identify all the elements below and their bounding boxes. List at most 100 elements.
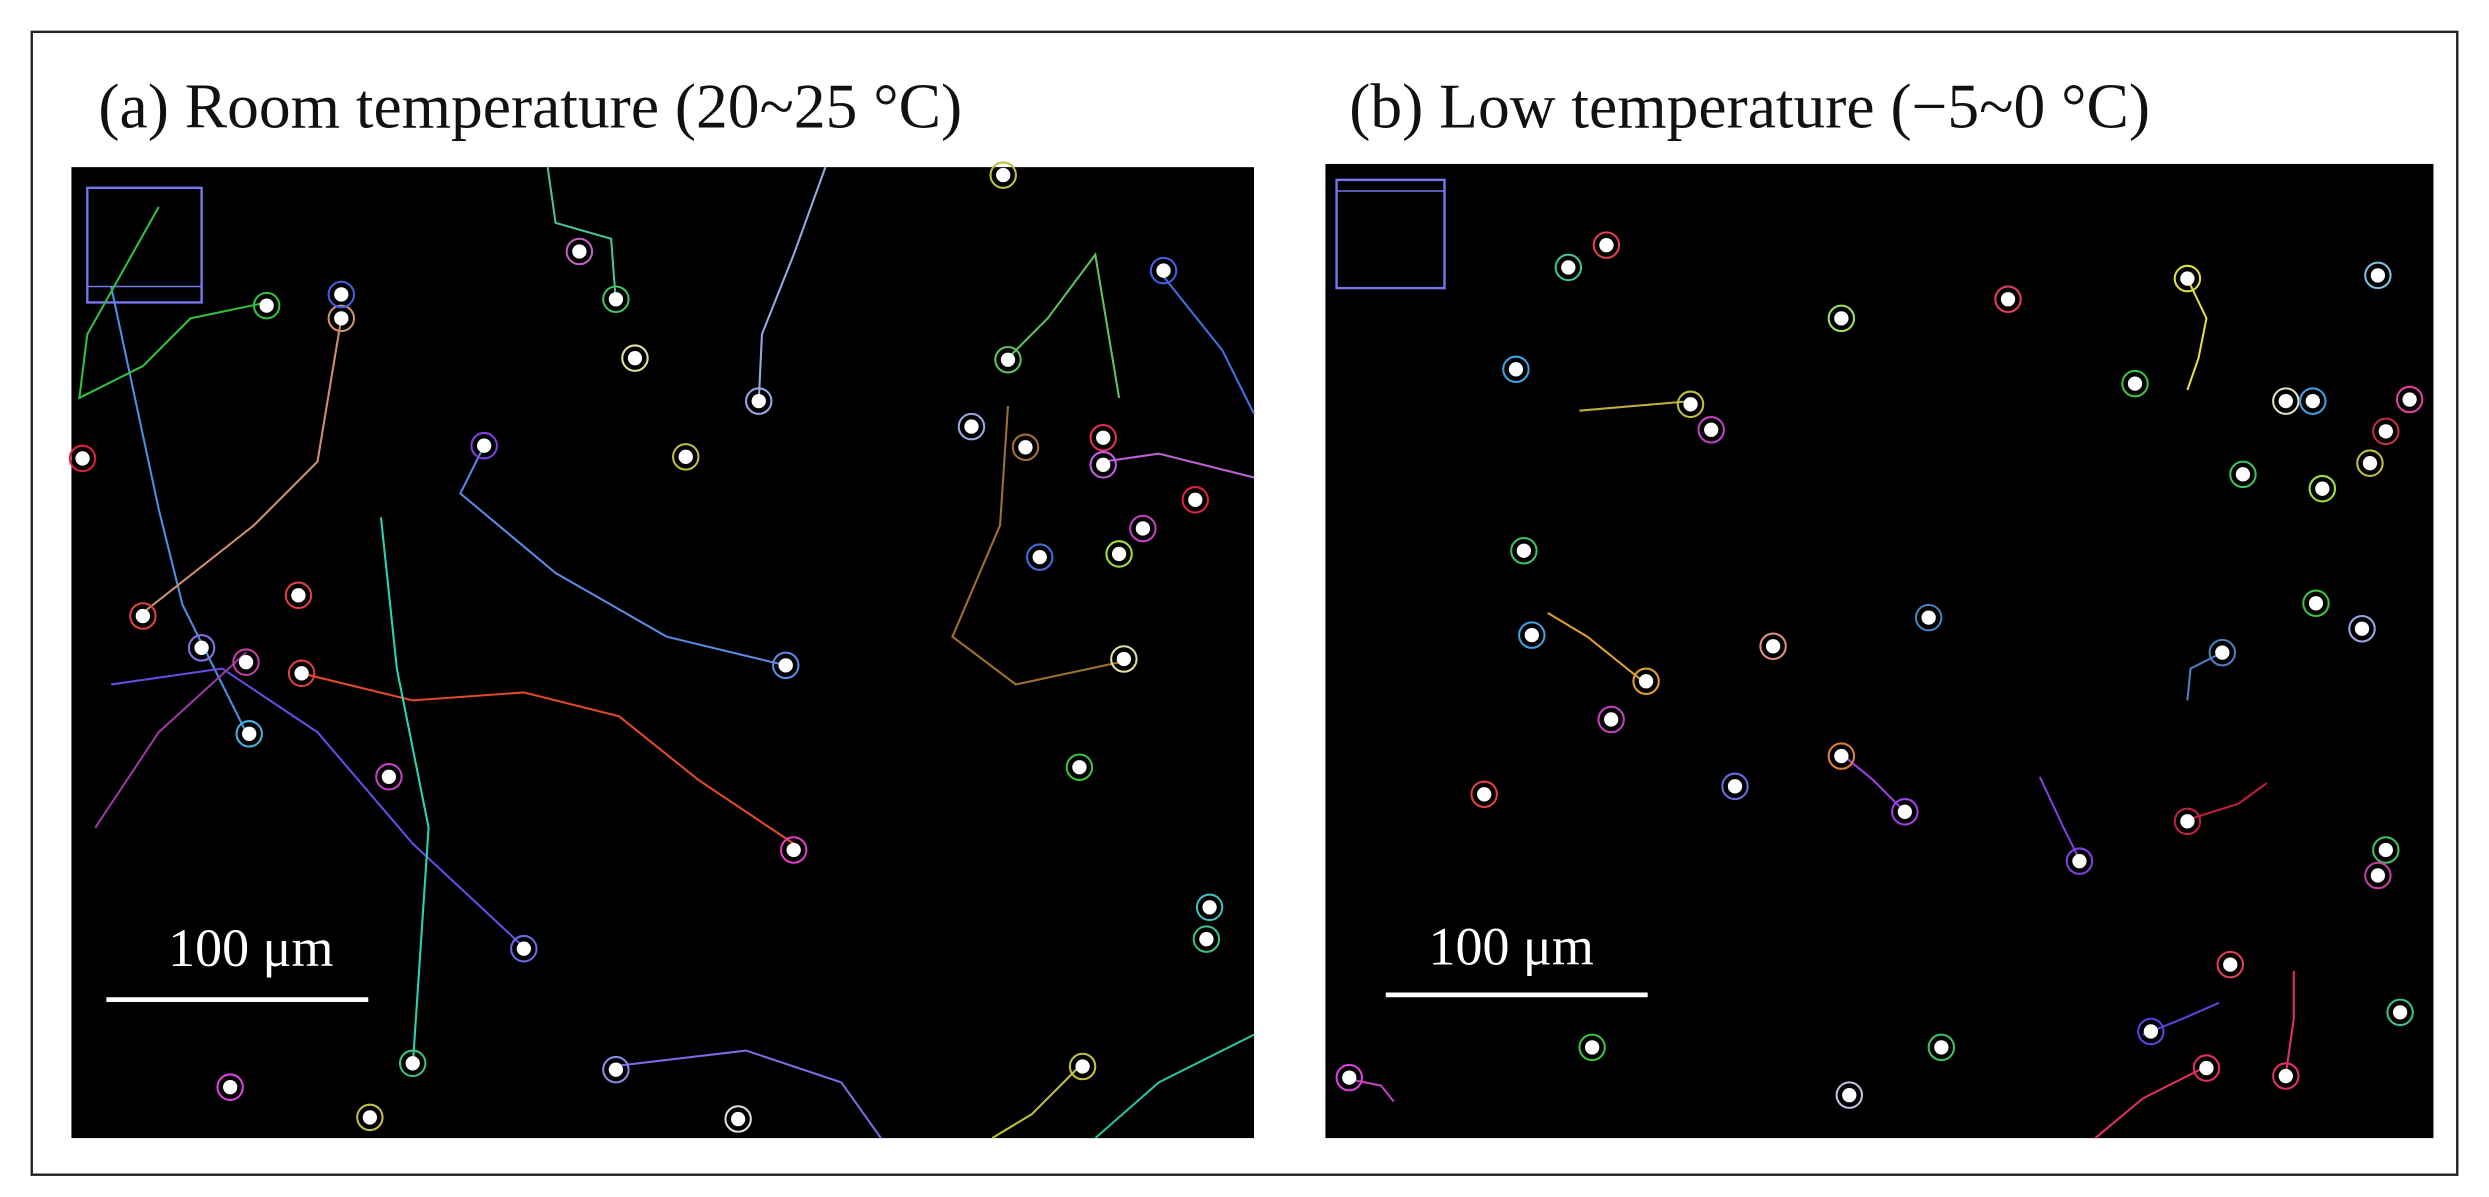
cell — [2215, 645, 2230, 660]
cell-ring — [2372, 417, 2400, 446]
cells — [68, 161, 1224, 1133]
cell-ring — [2386, 998, 2414, 1027]
cell-ring — [1105, 540, 1133, 568]
track — [1007, 252, 1121, 399]
cell-ring — [1011, 433, 1040, 462]
cell-ring — [1835, 1081, 1864, 1109]
cell — [1032, 549, 1047, 565]
cell-ring — [327, 280, 356, 309]
scale-bar-label: 100 μm — [1429, 917, 1594, 977]
panel-title: (b) Low temperature (−5~0 °C) — [1349, 70, 2150, 141]
scale-bar-label: 100 μm — [168, 918, 333, 978]
track — [546, 166, 617, 303]
cell — [1342, 1070, 1357, 1085]
tracks — [78, 166, 1255, 1139]
cell — [1188, 492, 1203, 507]
cell — [778, 658, 793, 673]
cell — [996, 167, 1011, 183]
cell-ring — [2356, 449, 2384, 477]
cell — [1075, 1059, 1090, 1074]
cell — [1096, 457, 1111, 472]
cell-ring — [1502, 355, 1530, 384]
cell-ring — [1697, 416, 1725, 444]
cell-ring — [1089, 451, 1117, 479]
cell-ring — [1335, 1063, 1363, 1092]
cell — [2354, 621, 2370, 636]
cell — [1765, 639, 1781, 654]
cell-ring — [470, 431, 498, 460]
roi-box — [86, 186, 203, 304]
track — [1579, 400, 1691, 412]
cell-ring — [1759, 632, 1787, 661]
tracks — [1349, 278, 2295, 1139]
cell — [1638, 674, 1654, 689]
cell — [1897, 804, 1912, 819]
cell — [362, 1110, 378, 1125]
cell — [1135, 521, 1151, 536]
cell — [2000, 292, 2016, 307]
cell — [477, 438, 492, 453]
cell — [223, 1080, 238, 1095]
track — [1157, 269, 1255, 415]
cell — [1096, 430, 1111, 445]
cell-ring — [2348, 614, 2376, 643]
cell — [381, 769, 397, 784]
cell-ring — [779, 836, 808, 864]
cell — [1202, 900, 1217, 915]
track — [110, 667, 525, 948]
cell-ring — [1827, 742, 1856, 770]
cell — [2378, 842, 2393, 858]
roi-box — [1335, 178, 1446, 290]
cell-ring — [187, 634, 216, 662]
cell — [2278, 1068, 2293, 1084]
cell — [2235, 467, 2251, 482]
cell — [259, 298, 274, 313]
cell-ring — [2272, 1062, 2300, 1090]
cell-ring — [1025, 543, 1054, 571]
cell — [1842, 1087, 1857, 1103]
cell — [516, 941, 531, 956]
cell-ring — [1597, 705, 1625, 734]
panel-a: (a) Room temperature (20~25 °C) 100 μm — [68, 70, 1255, 1139]
cell-ring — [1065, 753, 1094, 781]
cell-ring — [284, 581, 313, 610]
cell — [334, 311, 349, 326]
cell — [1477, 787, 1492, 802]
cell-ring — [1110, 645, 1138, 673]
track — [1547, 611, 1644, 683]
cell — [608, 292, 624, 307]
cell-ring — [2173, 264, 2202, 293]
track — [757, 166, 827, 402]
cell-ring — [327, 304, 356, 333]
cell — [786, 842, 801, 858]
cell — [135, 608, 151, 624]
micrograph — [1325, 163, 2434, 1139]
cell — [2127, 376, 2143, 391]
track — [1837, 750, 1906, 813]
track — [1103, 452, 1255, 479]
cell-ring — [356, 1103, 384, 1132]
cell-ring — [724, 1105, 752, 1133]
cell — [194, 640, 209, 656]
cell — [2223, 957, 2238, 972]
track — [991, 1065, 1081, 1139]
cell — [1072, 760, 1087, 775]
cell-ring — [2229, 460, 2257, 489]
cell — [1508, 362, 1524, 377]
cell — [1834, 311, 1849, 326]
cell — [75, 451, 90, 466]
cell-ring — [2173, 807, 2202, 836]
cell — [2199, 1060, 2214, 1076]
cell — [1934, 1040, 1949, 1055]
cell-ring — [129, 602, 157, 630]
cell-ring — [510, 934, 538, 963]
cell-ring — [68, 444, 97, 473]
track — [78, 206, 267, 400]
cell — [627, 350, 643, 366]
cell — [238, 655, 254, 670]
track — [951, 405, 1128, 686]
cell — [2402, 392, 2417, 407]
cell-ring — [2364, 261, 2392, 290]
cell-ring — [1592, 231, 1621, 259]
